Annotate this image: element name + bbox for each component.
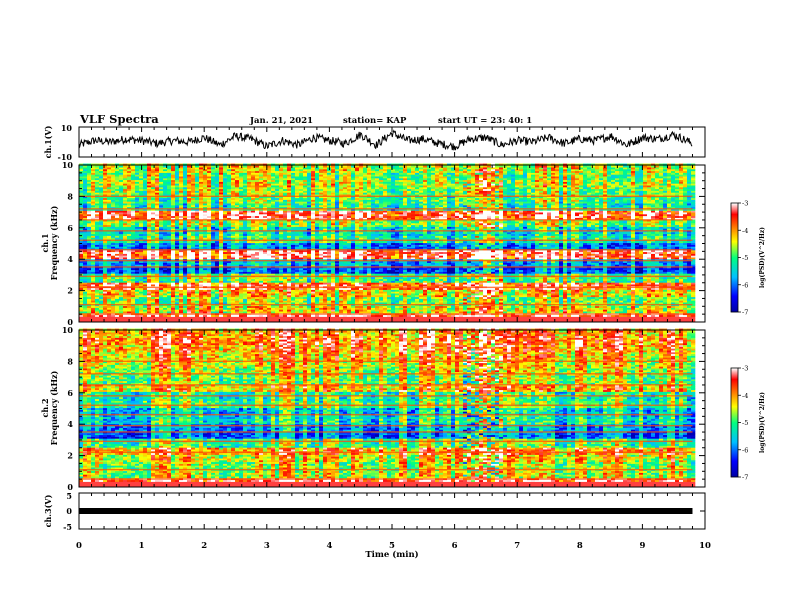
x-tick-label: 8 [577,541,583,551]
colorbar-tick-label: -3 [742,365,748,373]
colorbar-tick-label: -7 [742,309,748,317]
colorbar-tick-label: -5 [742,419,748,427]
ch3-series-band [79,508,693,514]
x-tick-label: 1 [139,541,145,551]
y-tick-label: 10 [62,325,74,335]
ch1-waveform-panel: 10 -10 ch.1(V) [43,123,706,162]
x-tick-label: 2 [201,541,207,551]
ch1-spectrogram-ticks: 0 2 4 6 8 10 [62,160,706,327]
y-tick-label: 2 [67,286,73,296]
ch3-ylabel: ch.3(V) [43,494,53,527]
colorbar-tick-label: -3 [742,200,748,208]
date-label: Jan. 21, 2021 [249,116,313,126]
ch2-freq-ylabel: Frequency (kHz) [49,370,59,445]
colorbar-tick-label: -5 [742,254,748,262]
station-label: station= KAP [343,116,407,126]
x-axis-label: Time (min) [365,549,418,560]
colorbar-tick-label: -4 [742,392,748,400]
x-tick-label: 4 [326,541,332,551]
y-tick-label: 4 [67,419,73,429]
ch1-freq-ylabel: Frequency (kHz) [49,205,59,280]
colorbar-label: log(PSD)(V^2/Hz) [759,392,766,453]
y-tick-label: 10 [62,160,74,170]
ch2-panel-label: ch.2 [40,398,50,417]
ch1-ytick-bottom: -10 [58,152,73,162]
ch3-ytick-mid: 0 [66,506,72,516]
ch1-series-line [78,129,693,151]
colorbar-tick-label: -4 [742,227,748,235]
y-tick-label: 0 [67,317,73,327]
y-tick-label: 4 [67,254,73,264]
ch3-ytick-bottom: -5 [63,522,72,532]
colorbar-tick-label: -6 [742,446,748,454]
ch1-xticks [78,127,706,157]
y-tick-label: 8 [67,356,73,366]
x-tick-label: 9 [639,541,645,551]
x-tick-label: 6 [452,541,458,551]
y-tick-label: 6 [67,223,73,233]
y-tick-label: 6 [67,388,73,398]
ch1-colorbar: -3 -4 -5 -6 -7 log(PSD)(V^2/Hz) [730,200,766,317]
start-time-label: start UT = 23: 40: 1 [438,116,532,126]
x-axis-tick-labels: 0 1 2 3 4 5 6 7 8 9 10 [76,541,711,551]
ch1-spectrogram-image [79,163,696,323]
ch2-spectrogram-ticks: 0 2 4 6 8 10 [62,325,706,492]
y-tick-label: 0 [67,482,73,492]
ch2-colorbar: -3 -4 -5 -6 -7 log(PSD)(V^2/Hz) [730,365,766,482]
ch1-ytick-top: 10 [61,123,73,133]
x-tick-label: 7 [514,541,520,551]
figure-title: VLF Spectra [79,112,159,126]
x-tick-label: 3 [264,541,270,551]
y-tick-label: 8 [67,191,73,201]
colorbar-tick-label: -6 [742,281,748,289]
ch2-spectrogram-panel: 0 2 4 6 8 10 ch.2 Frequency (kHz) -3 -4 -5 -6 -7 l… [40,325,766,492]
x-tick-label: 5 [389,541,395,551]
x-tick-label: 10 [699,541,711,551]
ch1-panel-label: ch.1 [40,233,50,252]
y-tick-label: 2 [67,451,73,461]
ch3-ticks [78,492,706,530]
ch1-spectrogram-panel: 0 2 4 6 8 10 ch.1 Frequency (kHz) -3 -4 -5 -6 -7 l… [40,160,766,327]
ch2-spectrogram-image [79,328,696,488]
colorbar-tick-label: -7 [742,474,748,482]
ch1-ylabel: ch.1(V) [43,125,53,158]
ch3-ytick-top: 5 [66,491,72,501]
x-tick-label: 0 [76,541,82,551]
ch3-panel: 5 0 -5 ch.3(V) [43,491,706,532]
colorbar-label: log(PSD)(V^2/Hz) [759,227,766,288]
